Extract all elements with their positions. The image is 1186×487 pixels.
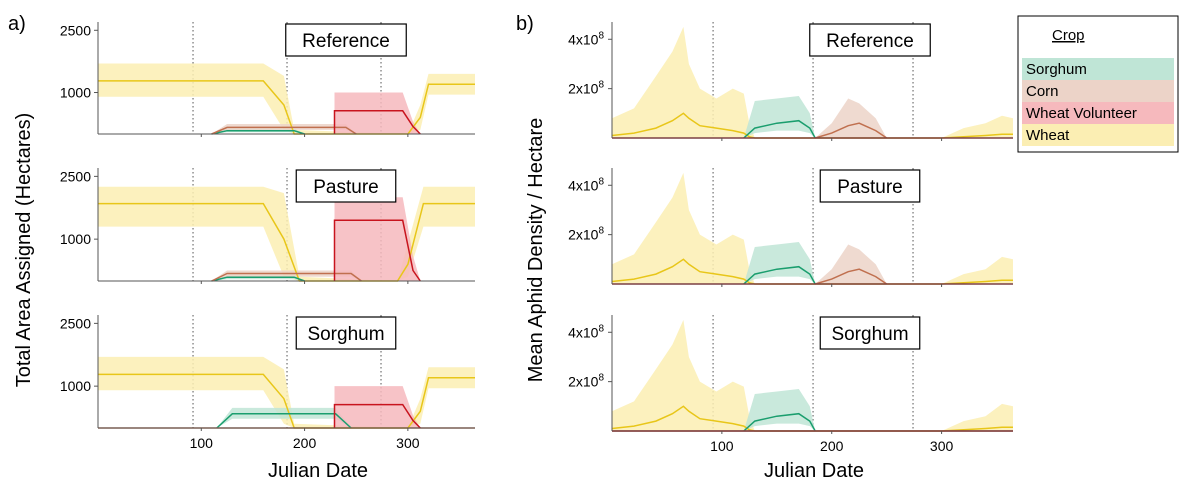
series-line-corn <box>814 122 888 139</box>
band-wheat <box>612 319 1013 431</box>
band-sorghum <box>743 389 816 431</box>
series-line-wheat-volunteer <box>333 403 421 429</box>
legend-label-wheat: Wheat <box>1026 127 1070 144</box>
series-line-sorghum <box>216 413 352 429</box>
y-tick-label: 1000 <box>60 378 91 394</box>
y-tick-label: 2500 <box>60 168 91 184</box>
series-line-corn <box>211 126 357 135</box>
y-tick-label: 1000 <box>60 231 91 247</box>
legend-items: Sorghum Corn Wheat Volunteer Wheat <box>1022 58 1174 146</box>
legend-swatch-wheat <box>1022 124 1174 146</box>
panel-title-box <box>819 316 921 350</box>
legend-swatch-corn <box>1022 80 1174 102</box>
band-sorghum <box>216 407 352 428</box>
panel-b-2: 4x108 2x108 Pasture <box>568 168 1013 287</box>
panel-a-label: a) <box>8 13 26 35</box>
a-y-axis-title: Total Area Assigned (Hectares) <box>13 113 35 388</box>
a-x-axis-title: Julian Date <box>268 460 368 482</box>
b-x-axis-title: Julian Date <box>764 460 864 482</box>
legend-title: Crop <box>1052 27 1085 44</box>
panel-title: Sorghum <box>831 324 908 345</box>
series-line-wheat-volunteer <box>333 219 421 282</box>
band-sorghum <box>743 242 816 284</box>
legend-swatch-sorghum <box>1022 58 1174 80</box>
series-line-sorghum <box>211 129 305 135</box>
panel-a-1: 2500 1000 Reference <box>60 22 475 137</box>
band-wheat <box>612 172 1013 284</box>
x-tick-label: 200 <box>293 435 317 451</box>
y-tick-label: 2x108 <box>568 226 604 243</box>
panel-title: Pasture <box>837 177 902 198</box>
panel-b-3: 4x108 2x108 100 200 300 Sorghum <box>568 315 1013 454</box>
panel-title: Reference <box>826 31 914 52</box>
y-tick-label: 4x108 <box>568 30 604 47</box>
x-tick-label: 100 <box>710 438 734 454</box>
x-tick-label: 300 <box>930 438 954 454</box>
band-wheat-volunteer <box>334 92 421 134</box>
band-sorghum <box>743 96 816 138</box>
series-line-sorghum <box>743 119 816 139</box>
panel-a-3: 2500 1000 100 200 300 Sorghum <box>60 315 475 451</box>
panel-title: Reference <box>302 31 390 52</box>
band-corn <box>815 244 887 284</box>
y-tick-label: 4x108 <box>568 176 604 193</box>
x-tick-label: 200 <box>820 438 844 454</box>
series-line-wheat <box>611 258 1013 285</box>
x-tick-label: 300 <box>396 435 420 451</box>
series-line-sorghum <box>743 265 816 285</box>
series-line-corn <box>814 268 888 285</box>
legend-label-wheat-volunteer: Wheat Volunteer <box>1026 105 1137 122</box>
panel-title: Sorghum <box>307 324 384 345</box>
y-tick-label: 2x108 <box>568 80 604 97</box>
band-corn <box>211 124 357 134</box>
y-tick-label: 1000 <box>60 85 91 101</box>
panel-title-box <box>819 169 921 203</box>
b-y-axis-title: Mean Aphid Density / Hectare <box>525 118 547 383</box>
x-tick-label: 100 <box>190 435 214 451</box>
legend-label-corn: Corn <box>1026 83 1059 100</box>
band-corn <box>815 98 887 138</box>
panels: 2500 1000 Reference 2500 1000 Pasture 2500 1000… <box>60 22 1013 454</box>
y-tick-label: 2500 <box>60 315 91 331</box>
y-tick-label: 4x108 <box>568 323 604 340</box>
panel-title-box <box>285 23 407 57</box>
legend: Crop Sorghum Corn Wheat Volunteer Wheat <box>1017 15 1179 153</box>
band-wheat-volunteer <box>334 197 421 281</box>
series-line-wheat-volunteer <box>333 110 421 135</box>
panel-title: Pasture <box>313 177 378 198</box>
series-line-wheat <box>611 405 1013 432</box>
band-wheat <box>612 26 1013 138</box>
legend-label-sorghum: Sorghum <box>1026 61 1087 78</box>
panel-title-box <box>809 23 931 57</box>
y-tick-label: 2500 <box>60 22 91 38</box>
panel-a-2: 2500 1000 Pasture <box>60 168 475 284</box>
panel-title-box <box>295 169 397 203</box>
band-wheat <box>98 186 475 281</box>
series-line-sorghum <box>211 276 305 282</box>
series-line-wheat <box>611 112 1013 139</box>
series-line-sorghum <box>743 412 816 432</box>
panel-b-1: 4x108 2x108 Reference <box>568 22 1013 141</box>
band-wheat <box>98 63 475 134</box>
series-line-corn <box>211 272 362 282</box>
y-tick-label: 2x108 <box>568 373 604 390</box>
panel-b-label: b) <box>516 13 534 35</box>
legend-swatch-wheat-volunteer <box>1022 102 1174 124</box>
band-wheat-volunteer <box>334 386 421 428</box>
panel-title-box <box>295 316 397 350</box>
